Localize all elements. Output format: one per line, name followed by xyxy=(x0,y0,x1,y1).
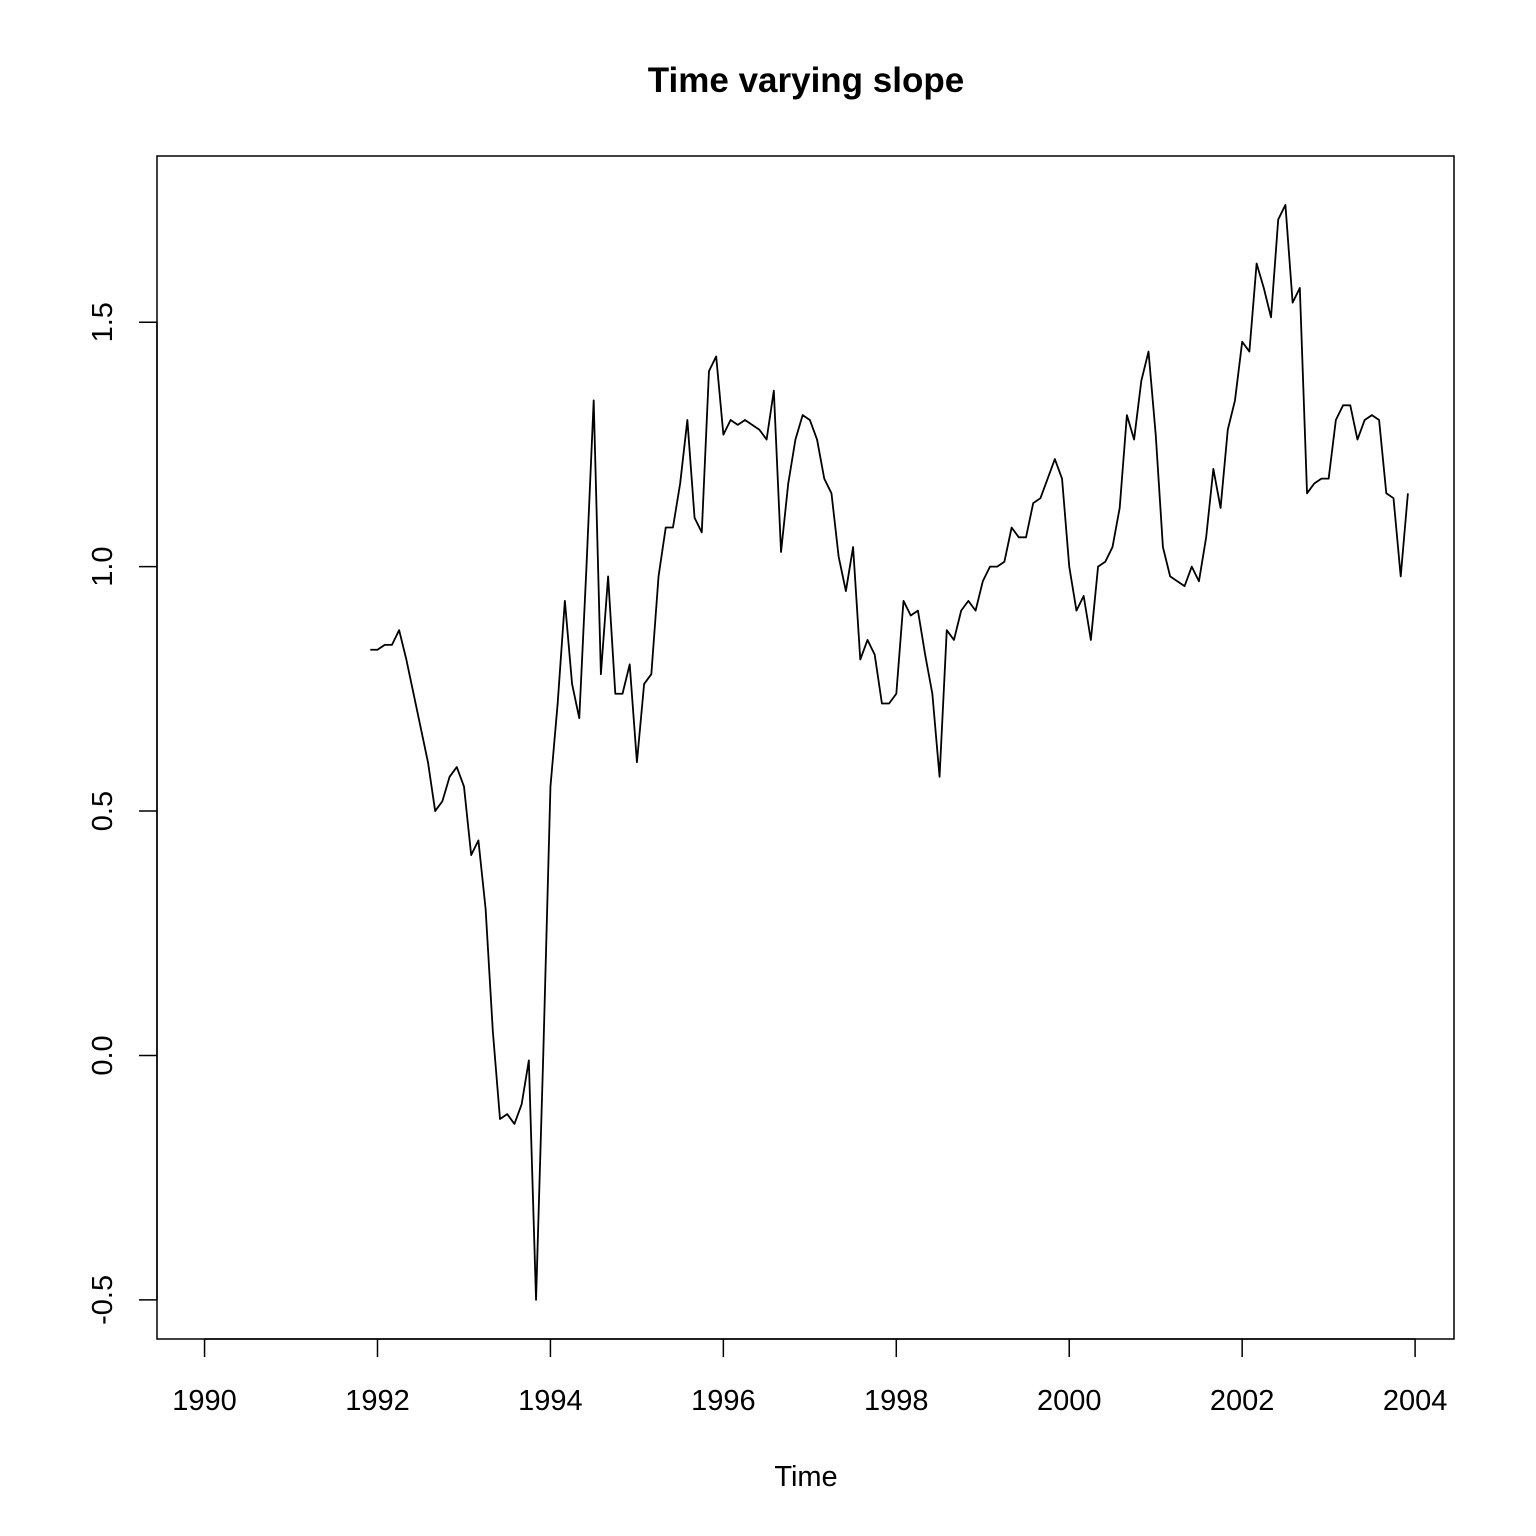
x-tick-label: 2000 xyxy=(1037,1385,1102,1417)
y-tick-label: 1.0 xyxy=(87,546,119,586)
y-tick-label: -0.5 xyxy=(87,1275,119,1325)
y-tick-label: 1.5 xyxy=(87,302,119,342)
y-tick-label: 0.5 xyxy=(87,791,119,831)
x-axis-label: Time xyxy=(774,1461,837,1493)
x-tick-label: 2004 xyxy=(1383,1385,1448,1417)
x-tick-label: 2002 xyxy=(1210,1385,1275,1417)
x-axis: 1990 1992 1994 1996 1998 2000 2002 2004 xyxy=(172,1338,1448,1417)
x-tick-label: 1994 xyxy=(518,1385,583,1417)
x-tick-label: 1990 xyxy=(172,1385,237,1417)
plot-frame xyxy=(156,155,1455,1340)
x-tick-label: 1992 xyxy=(345,1385,410,1417)
y-axis: -0.5 0.0 0.5 1.0 1.5 xyxy=(87,302,158,1325)
y-tick-label: 0.0 xyxy=(87,1035,119,1075)
x-tick-label: 1998 xyxy=(864,1385,929,1417)
x-tick-label: 1996 xyxy=(691,1385,756,1417)
chart-title: Time varying slope xyxy=(648,61,964,100)
series-line xyxy=(370,203,1409,1301)
